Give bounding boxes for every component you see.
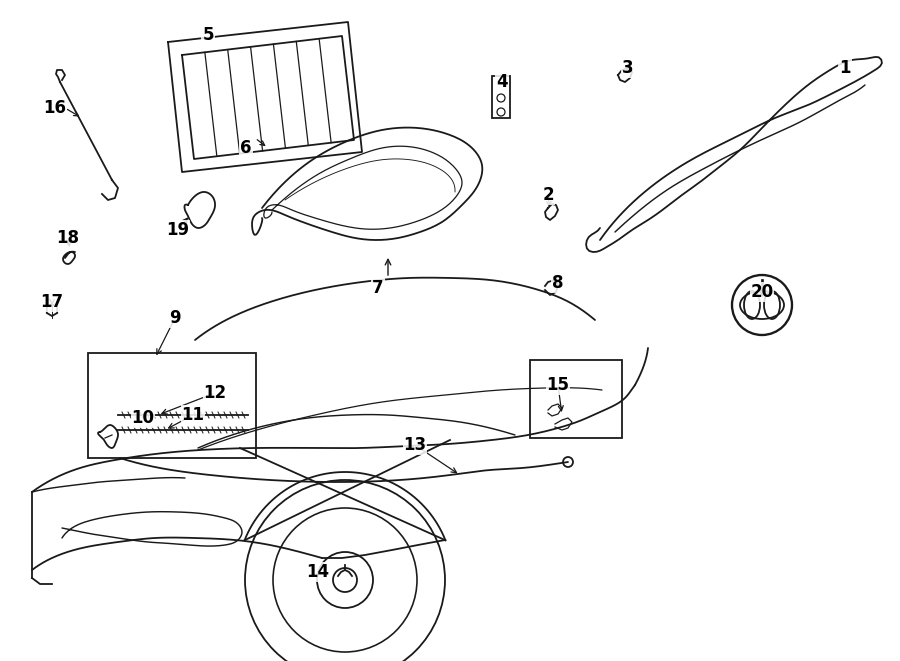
Text: 17: 17 [40,293,64,311]
Circle shape [563,457,573,467]
Text: 14: 14 [306,563,329,581]
Circle shape [273,508,417,652]
Circle shape [333,568,357,592]
Text: 6: 6 [240,139,252,157]
Text: 19: 19 [166,221,190,239]
Text: 10: 10 [131,409,155,427]
Text: 9: 9 [169,309,181,327]
Text: 16: 16 [43,99,67,117]
Text: 11: 11 [182,406,204,424]
Text: 12: 12 [203,384,227,402]
Text: 18: 18 [57,229,79,247]
Text: 3: 3 [622,59,634,77]
Circle shape [732,275,792,335]
Circle shape [497,94,505,102]
Text: 13: 13 [403,436,427,454]
Text: 20: 20 [751,283,774,301]
Text: 15: 15 [546,376,570,394]
Text: 8: 8 [553,274,563,292]
Text: 7: 7 [373,279,383,297]
Bar [88,353,256,458]
Circle shape [317,552,373,608]
Text: 2: 2 [542,186,554,204]
Bar [530,360,622,438]
Circle shape [245,480,445,661]
Circle shape [497,108,505,116]
Text: 4: 4 [496,73,508,91]
Text: 5: 5 [202,26,214,44]
Text: 1: 1 [839,59,850,77]
Bar [492,76,510,118]
